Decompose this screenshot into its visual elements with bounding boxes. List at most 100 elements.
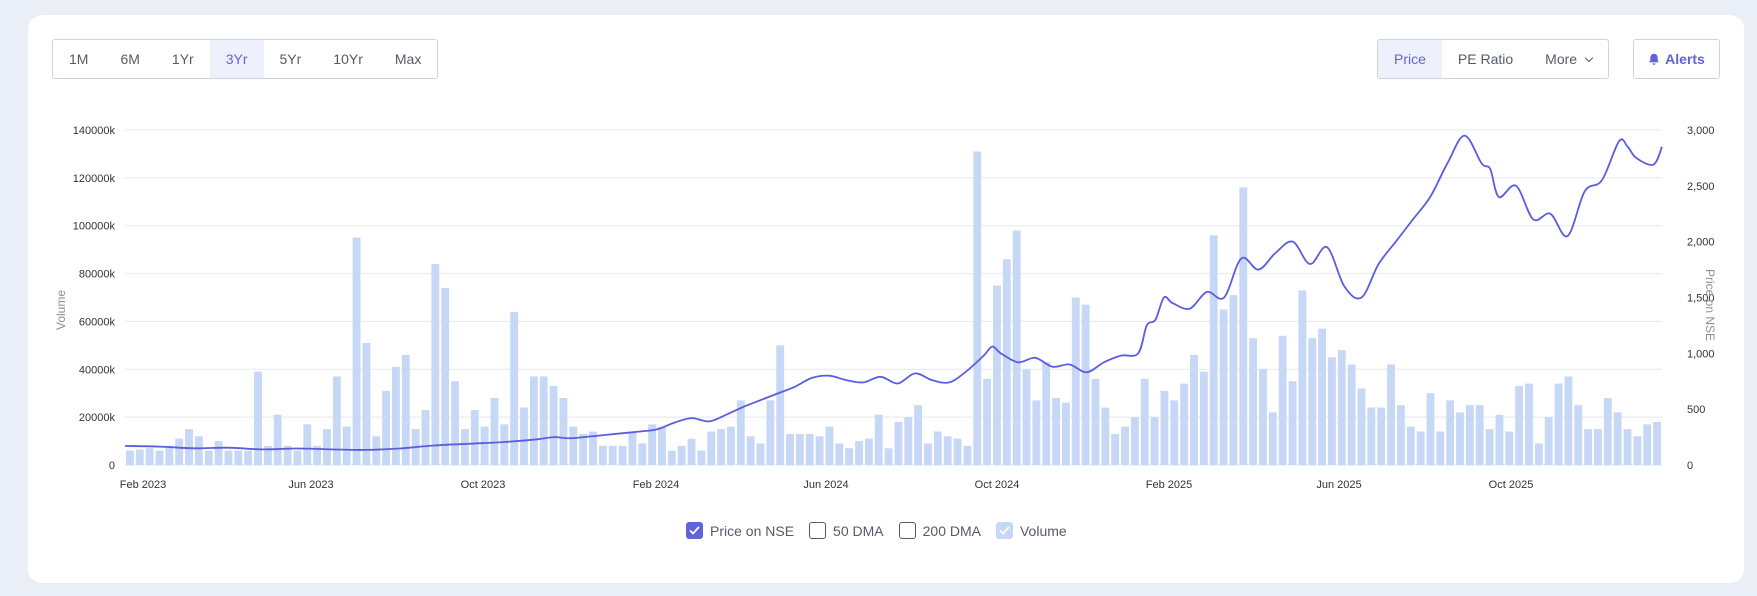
volume-bar [392,366,400,465]
volume-bar [1515,386,1524,465]
legend-volume-toggle[interactable]: Volume [995,522,1067,539]
volume-bar [1259,369,1267,465]
volume-bar [933,431,942,465]
volume-bar [569,426,578,465]
volume-bar [254,371,262,465]
price-axis-ticks: 0 500 1,000 1,500 2,000 2,500 3,000 [1687,125,1715,472]
legend-200dma-label: 200 DMA [922,522,981,539]
date-tick-label: Jun 2024 [803,479,848,491]
volume-bar [648,424,657,465]
volume-bar [736,400,745,465]
volume-bar [618,445,627,465]
volume-bar [884,448,893,465]
volume-tick-label: 140000k [73,125,116,137]
volume-bar [687,438,696,465]
volume-bar [1061,402,1070,465]
volume-bar [313,445,322,465]
volume-bar [638,443,647,465]
volume-bar [1160,390,1169,465]
volume-tick-label: 60000k [79,316,116,328]
volume-bar [1298,290,1307,465]
volume-bar [579,433,588,465]
pe-ratio-mode-button[interactable]: PE Ratio [1457,51,1514,67]
volume-bar [1170,400,1179,465]
volume-bar [175,438,184,465]
checkbox-unchecked-icon [809,522,827,539]
volume-tick-label: 0 [109,460,115,472]
checkbox-checked-icon [686,522,703,539]
legend-50dma-toggle[interactable]: 50 DMA [809,522,884,539]
legend-volume-label: Volume [1019,522,1067,539]
volume-bar [332,376,341,465]
volume-bar [707,431,716,465]
volume-axis-title: Volume [54,290,68,330]
volume-bar [1495,414,1504,465]
volume-bar [1367,407,1376,465]
volume-bar [1180,383,1189,465]
range-button-max[interactable]: Max [394,51,422,67]
volume-bar [1396,405,1405,465]
checkbox-unchecked-icon [898,522,916,539]
date-tick-label: Jun 2025 [1316,479,1361,491]
volume-bar [1328,357,1336,465]
volume-bar [1584,429,1593,465]
volume-bar [480,426,489,465]
range-button-3yr[interactable]: 3Yr [209,40,264,78]
range-button-5yr[interactable]: 5Yr [279,51,302,67]
volume-bar [362,342,371,465]
price-tick-label: 2,500 [1687,181,1715,193]
volume-bar [204,450,213,465]
volume-bar [727,426,735,465]
volume-bar [1199,371,1208,465]
volume-bar [864,438,873,465]
price-tick-label: 2,000 [1687,237,1715,249]
range-button-6m[interactable]: 6M [120,51,140,67]
volume-bar [1505,431,1514,465]
volume-bar [1268,412,1277,465]
volume-bar [1288,381,1297,465]
volume-bar [1643,424,1652,465]
volume-bar [973,151,982,466]
legend-price-toggle[interactable]: Price on NSE [686,522,794,539]
volume-bar [500,424,509,465]
price-tick-label: 1,000 [1687,348,1715,360]
volume-bar [845,448,854,465]
date-tick-label: Feb 2025 [1146,479,1192,491]
volume-bar [628,431,637,465]
range-button-1yr[interactable]: 1Yr [171,51,194,67]
price-mode-button[interactable]: Price [1378,40,1442,78]
volume-bar [1190,354,1198,465]
legend-200dma-toggle[interactable]: 200 DMA [898,522,981,539]
volume-bar [1613,412,1622,465]
volume-bar [677,445,686,465]
volume-bar [520,407,528,465]
volume-bar [1022,369,1031,465]
volume-bar [1525,383,1533,465]
more-dropdown-button[interactable]: More [1529,40,1608,78]
volume-bar [1594,429,1602,465]
volume-bar [1406,426,1415,465]
volume-bar [805,433,814,465]
volume-bar [441,287,450,465]
volume-bar [1032,400,1041,465]
time-range-selector: 1M 6M 1Yr 3Yr 5Yr 10Yr Max [52,39,439,79]
volume-bar [431,264,440,465]
volume-bar [382,390,391,465]
date-tick-label: Oct 2023 [461,479,506,491]
price-volume-chart: 0 20000k 40000k 60000k 80000k 100000k 120000k 1… [54,125,1717,491]
range-button-1m[interactable]: 1M [69,51,89,67]
alerts-button[interactable]: Alerts [1633,39,1720,79]
volume-bar [1091,378,1100,465]
volume-bar [1347,364,1356,465]
volume-bar [293,450,302,465]
volume-bar [1574,405,1583,465]
volume-bar [1012,230,1021,465]
volume-bar [155,450,164,465]
volume-bar [1337,350,1346,465]
price-axis-title: Price on NSE [1703,269,1717,341]
volume-bar [1603,398,1612,465]
volume-bar [1534,443,1543,465]
volume-bar [1071,297,1080,465]
chart-legend: Price on NSE 50 DMA 200 DMA Volume [686,522,1082,539]
range-button-10yr[interactable]: 10Yr [333,51,363,67]
